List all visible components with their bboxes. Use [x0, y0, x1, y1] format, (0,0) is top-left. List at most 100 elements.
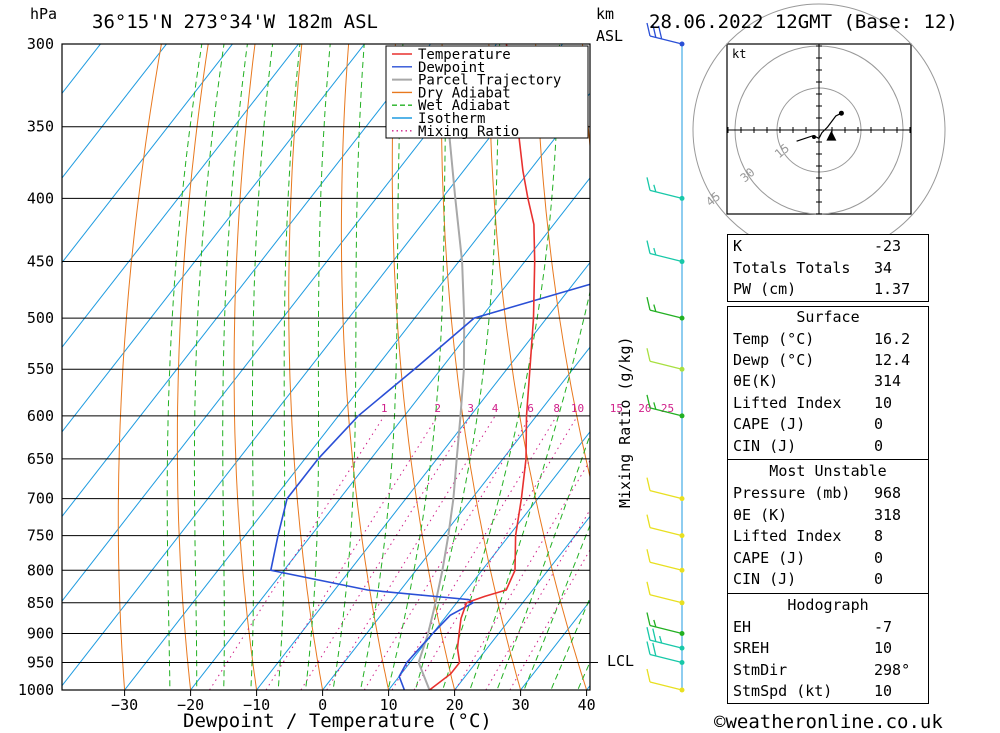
- index-value: 1.37: [874, 280, 911, 298]
- wet-adiabat-line: [222, 44, 248, 690]
- surface-key: CIN (J): [733, 437, 797, 455]
- wind-barb-flag: [646, 177, 651, 191]
- legend-entry-label: Isotherm: [418, 111, 485, 127]
- plot-frame: [61, 43, 591, 691]
- wind-barb: [646, 22, 683, 45]
- wind-barb-flag: [658, 25, 663, 40]
- hodograph-key: SREH: [733, 639, 770, 657]
- wind-barb: [646, 612, 683, 635]
- most-unstable-row: CIN (J) 0: [728, 569, 928, 590]
- wind-barb-flag: [646, 394, 651, 409]
- surface-key: θE(K): [733, 372, 779, 390]
- wind-barb-halfflag: [653, 184, 657, 192]
- x-tick-label: −30: [111, 696, 138, 714]
- wind-barb-flag: [646, 627, 651, 641]
- wind-barb-flag: [652, 628, 657, 642]
- pressure-tick-label: 900: [27, 624, 54, 642]
- dry-adiabat-line: [288, 44, 324, 690]
- dry-adiabat-line: [935, 0, 1000, 716]
- isotherm-line: [189, 177, 590, 690]
- wind-barb-column: [646, 22, 685, 693]
- section-divider: [728, 593, 928, 594]
- hodograph-key: StmSpd (kt): [733, 682, 833, 700]
- hodograph-key: EH: [733, 618, 752, 636]
- most-unstable-row: θE (K) 318: [728, 505, 928, 526]
- isotherm-line: [0, 0, 111, 716]
- wind-barb: [646, 240, 683, 263]
- wind-barb-flag: [646, 296, 651, 311]
- mixing-ratio-tick-label: 20: [638, 402, 651, 415]
- isotherm-line: [321, 346, 590, 690]
- wind-barb: [646, 581, 683, 604]
- mixing-ratio-tick-label: 10: [571, 402, 584, 415]
- index-row: K -23: [728, 236, 928, 257]
- wind-barb-flag: [652, 642, 657, 657]
- index-value: -23: [874, 237, 902, 255]
- wind-barb: [646, 627, 683, 649]
- surface-value: 314: [874, 372, 902, 390]
- isotherm-line: [62, 44, 366, 433]
- location-title: 36°15'N 273°34'W 182m ASL: [92, 11, 378, 33]
- surface-value: 0: [874, 437, 884, 455]
- wind-barb: [646, 177, 683, 199]
- mixing-ratio-tick-label: 15: [610, 402, 623, 415]
- pressure-tick-label: 400: [27, 189, 54, 207]
- temperature-profile: [429, 44, 536, 690]
- wind-barb-shaft: [649, 35, 683, 45]
- wind-barb-flag: [646, 514, 651, 528]
- most-unstable-key: θE (K): [733, 506, 788, 524]
- index-row: Totals Totals 34: [728, 258, 928, 279]
- mixing-ratio-tick-label: 2: [434, 402, 441, 415]
- hodograph-row: EH -7: [728, 617, 928, 638]
- pressure-tick-label: 1000: [18, 681, 54, 699]
- copyright-footer: ©weatheronline.co.uk: [714, 711, 943, 733]
- surface-row: θE(K) 314: [728, 371, 928, 392]
- wind-barb: [646, 549, 683, 571]
- wind-barb-flag: [652, 24, 657, 38]
- hodograph-row: StmDir 298°: [728, 660, 928, 681]
- pressure-tick-label: 950: [27, 653, 54, 671]
- wind-barb-shaft: [649, 360, 683, 370]
- surface-value: 10: [874, 394, 893, 412]
- surface-key: Dewp (°C): [733, 351, 815, 369]
- most-unstable-key: Lifted Index: [733, 527, 842, 545]
- hodograph-value: 10: [874, 682, 893, 700]
- pressure-tick-label: 850: [27, 594, 54, 612]
- wind-barb-halfflag: [653, 247, 657, 256]
- parcel-trajectory: [417, 61, 466, 690]
- wind-barb: [646, 394, 683, 417]
- surface-value: 16.2: [874, 330, 911, 348]
- wet-adiabat-line: [250, 44, 274, 690]
- index-value: 34: [874, 259, 893, 277]
- dry-adiabat-line: [117, 44, 162, 690]
- hodograph-value: 10: [874, 639, 893, 657]
- mixing-ratio-tick-label: 3: [467, 402, 474, 415]
- dry-adiabat-line: [176, 44, 209, 690]
- index-row: PW (cm) 1.37: [728, 279, 928, 300]
- wind-barb-shaft: [649, 527, 683, 537]
- dry-adiabat-line: [581, 44, 590, 152]
- most-unstable-value: 8: [874, 527, 884, 545]
- surface-key: CAPE (J): [733, 415, 806, 433]
- most-unstable-row: CAPE (J) 0: [728, 548, 928, 569]
- wet-adiabat-line: [166, 44, 203, 690]
- pressure-tick-label: 500: [27, 309, 54, 327]
- legend-entry-label: Parcel Trajectory: [418, 73, 561, 89]
- legend-entry-label: Dewpoint: [418, 60, 485, 76]
- legend-entry-label: Temperature: [418, 47, 511, 63]
- pressure-tick-label: 800: [27, 561, 54, 579]
- x-tick-label: −10: [243, 696, 270, 714]
- legend-entry-label: Dry Adiabat: [418, 85, 511, 101]
- index-key: PW (cm): [733, 280, 797, 298]
- surface-key: Lifted Index: [733, 394, 842, 412]
- most-unstable-value: 318: [874, 506, 902, 524]
- mixing-ratio-tick-label: 8: [553, 402, 560, 415]
- hodograph-value: 298°: [874, 661, 911, 679]
- mixing-ratio-tick-label: 4: [492, 402, 499, 415]
- surface-value: 12.4: [874, 351, 911, 369]
- x-tick-label: 10: [380, 696, 398, 714]
- indices-panel: K -23 Totals Totals 34 PW (cm) 1.37: [727, 234, 929, 302]
- wind-barb-shaft: [649, 309, 683, 319]
- most-unstable-key: Pressure (mb): [733, 484, 851, 502]
